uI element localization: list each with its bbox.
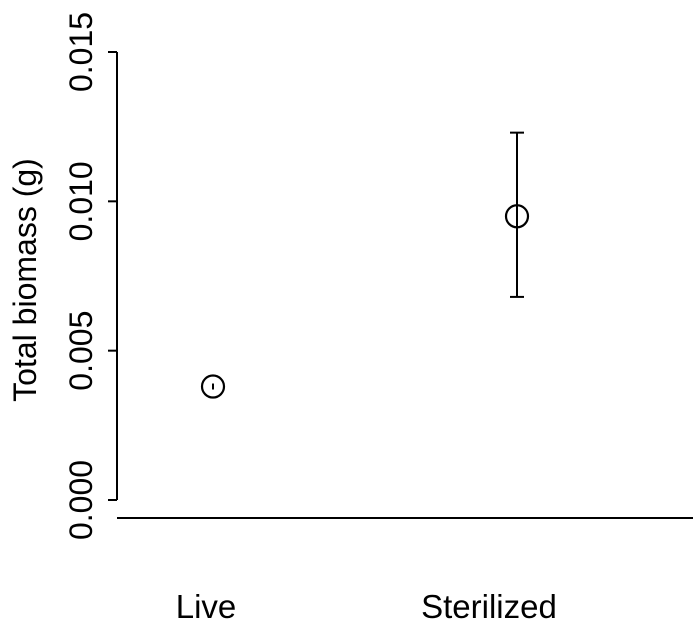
y-tick-label: 0.000	[63, 460, 99, 540]
point-marker	[504, 204, 530, 229]
data-points	[200, 131, 530, 399]
y-tick-label: 0.005	[63, 311, 99, 391]
x-axis: Live Sterilized	[117, 517, 693, 625]
y-axis-title: Total biomass (g)	[7, 158, 43, 402]
point-marker	[200, 374, 226, 399]
data-point-live	[200, 374, 226, 399]
y-tick-label: 0.015	[63, 12, 99, 92]
data-point-sterilized	[504, 131, 530, 298]
x-category-label: Sterilized	[421, 588, 557, 625]
y-axis: 0.000 0.005 0.010 0.015	[63, 12, 118, 540]
x-category-label: Live	[176, 588, 237, 625]
y-tick-label: 0.010	[63, 161, 99, 241]
